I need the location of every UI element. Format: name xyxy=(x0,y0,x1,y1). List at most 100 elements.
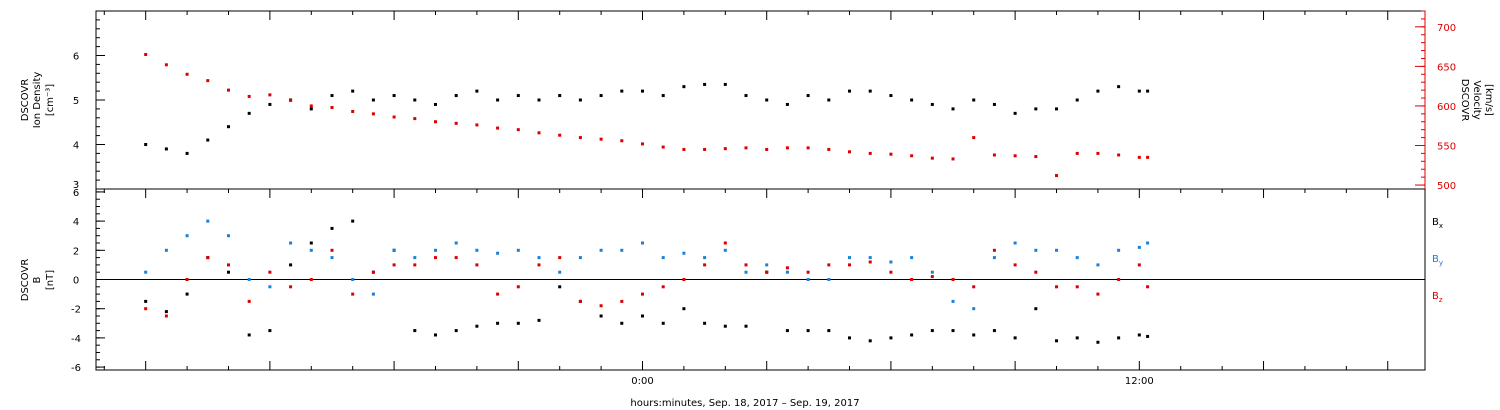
by-point xyxy=(1096,263,1100,267)
bx-point xyxy=(868,339,872,343)
bz-point xyxy=(309,278,313,281)
x-axis-title: hours:minutes, Sep. 18, 2017 – Sep. 19, … xyxy=(630,398,859,409)
by-point xyxy=(144,270,148,274)
by-point xyxy=(496,251,500,255)
bx-point xyxy=(1137,333,1141,337)
bx-point xyxy=(226,270,230,274)
by-point xyxy=(1013,241,1017,245)
velocity-point xyxy=(620,139,624,143)
top-right-title-line3: [km/s] xyxy=(1483,84,1494,116)
by-point xyxy=(392,248,396,252)
density-point xyxy=(723,82,727,86)
top-right-tick-label: 700 xyxy=(1437,23,1456,34)
velocity-point xyxy=(1137,155,1141,159)
bz-point xyxy=(785,266,789,270)
velocity-point xyxy=(413,117,417,121)
density-point xyxy=(703,82,707,86)
density-point xyxy=(992,102,996,106)
bottom-left-tick-label: -6 xyxy=(71,363,81,374)
density-point xyxy=(785,102,789,106)
density-point xyxy=(330,94,334,98)
by-point xyxy=(910,256,914,260)
density-point xyxy=(351,89,355,93)
velocity-point xyxy=(475,123,479,127)
bz-point xyxy=(992,248,996,252)
bottom-left-title-line3: [nT] xyxy=(45,270,56,290)
top-right-title-line1: DSCOVR xyxy=(1459,79,1470,122)
bx-point xyxy=(827,329,831,333)
bx-point xyxy=(1096,340,1100,344)
bx-point xyxy=(785,329,789,333)
bz-point xyxy=(392,263,396,267)
density-point xyxy=(309,107,313,111)
bx-point xyxy=(930,329,934,333)
bz-point xyxy=(868,260,872,264)
velocity-point xyxy=(558,133,562,137)
density-point xyxy=(1146,89,1150,93)
bz-point xyxy=(661,285,665,289)
top-right-tick-label: 550 xyxy=(1437,141,1456,152)
bx-point xyxy=(1055,339,1059,343)
velocity-point xyxy=(578,136,582,140)
density-point xyxy=(206,138,210,142)
top-left-title-line1: DSCOVR xyxy=(20,79,31,122)
by-point xyxy=(848,256,852,260)
bx-point xyxy=(599,314,603,318)
density-point xyxy=(268,102,272,106)
bz-point xyxy=(599,304,603,308)
top-panel-points xyxy=(144,53,1150,178)
density-point xyxy=(910,98,914,102)
velocity-point xyxy=(496,126,500,130)
bottom-left-tick-label: 0 xyxy=(73,276,79,287)
bz-point xyxy=(351,292,355,296)
density-point xyxy=(951,107,955,111)
legend-bx: Bx xyxy=(1432,217,1443,230)
bx-point xyxy=(910,333,914,337)
by-point xyxy=(226,234,230,238)
top-left-axis: 4 5 6 3 xyxy=(73,19,105,191)
bx-point xyxy=(889,336,893,340)
by-point xyxy=(868,256,872,260)
bz-point xyxy=(1146,285,1150,289)
by-point xyxy=(578,256,582,260)
bz-point xyxy=(682,278,686,281)
top-right-axis: 500 550 600 650 700 xyxy=(1415,10,1456,192)
velocity-point xyxy=(1075,151,1079,155)
by-point xyxy=(1075,256,1079,260)
density-point xyxy=(930,102,934,106)
by-point xyxy=(703,256,707,260)
by-point xyxy=(558,270,562,274)
bz-point xyxy=(765,270,769,274)
bz-point xyxy=(1055,285,1059,289)
bz-point xyxy=(972,285,976,289)
bottom-left-tick-label: 6 xyxy=(73,188,79,199)
bz-point xyxy=(723,241,727,245)
by-point xyxy=(1034,248,1038,252)
by-point xyxy=(889,260,893,264)
bz-point xyxy=(247,299,251,303)
by-point xyxy=(351,278,355,281)
density-point xyxy=(682,85,686,89)
bx-point xyxy=(330,226,334,230)
by-point xyxy=(992,256,996,260)
bx-point xyxy=(1034,307,1038,311)
bx-point xyxy=(1146,334,1150,338)
by-point xyxy=(951,299,955,303)
bz-point xyxy=(806,270,810,274)
bz-point xyxy=(620,299,624,303)
by-point xyxy=(413,256,417,260)
velocity-point xyxy=(785,146,789,150)
by-point xyxy=(454,241,458,245)
top-left-title-line2: Ion Density xyxy=(32,72,43,129)
density-point xyxy=(848,89,852,93)
bz-point xyxy=(413,263,417,267)
bx-point xyxy=(1117,336,1121,340)
by-point xyxy=(1117,248,1121,252)
bx-point xyxy=(972,333,976,337)
bx-point xyxy=(433,333,437,337)
by-point xyxy=(785,270,789,274)
top-left-tick-label: 4 xyxy=(73,141,79,152)
density-point xyxy=(144,143,148,146)
legend-bz-main: B xyxy=(1432,291,1439,302)
